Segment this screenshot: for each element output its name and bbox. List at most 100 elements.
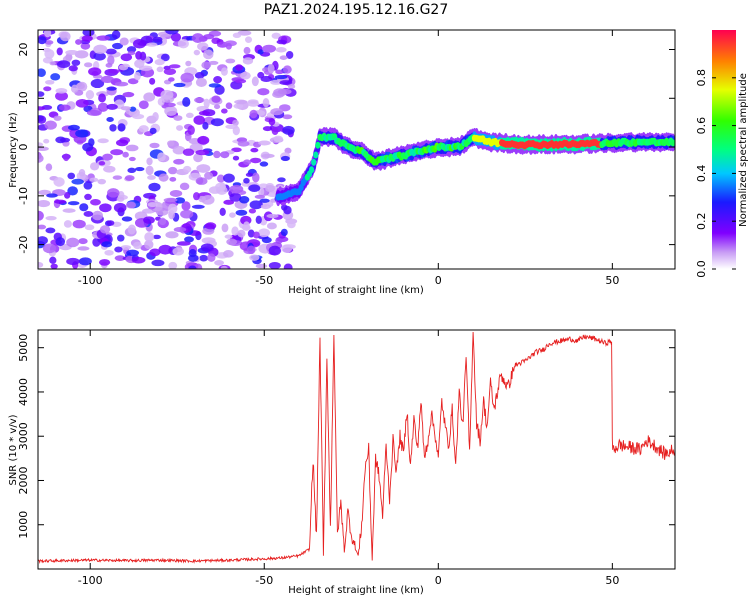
spectrogram-noise-blob: [62, 208, 76, 213]
spectrogram-noise-blob: [251, 76, 259, 87]
spectrogram-noise-blob: [65, 49, 79, 55]
spectrogram-noise-blob: [126, 46, 137, 53]
spectrogram-noise-blob: [107, 55, 115, 66]
spectrogram-noise-blob: [88, 67, 102, 76]
spectrogram-noise-blob: [180, 72, 195, 83]
spectrogram-noise-blob: [134, 71, 141, 81]
spectrogram-ridge-cell: [670, 139, 675, 147]
spectrogram-noise-blob: [270, 108, 284, 116]
spectrogram-noise-blob: [163, 197, 178, 203]
spectrogram-noise-blob: [280, 155, 290, 162]
spectrogram-noise-blob: [84, 193, 92, 201]
spectrogram-x-label: Height of straight line (km): [288, 285, 424, 296]
spectrogram-noise-blob: [234, 99, 248, 105]
spectrogram-noise-blob: [258, 140, 271, 146]
spectrogram-noise-blob: [243, 221, 250, 230]
spectrogram-noise-blob: [120, 53, 133, 62]
spectrogram-noise-blob: [249, 109, 258, 119]
spectrogram-noise-blob: [104, 249, 114, 256]
spectrogram-noise-blob: [271, 127, 279, 136]
y-tick-label: 20: [17, 43, 30, 57]
y-tick-label: 0: [17, 144, 30, 151]
spectrogram-noise-blob: [158, 173, 169, 182]
spectrogram-noise-blob: [244, 36, 253, 43]
spectrogram-noise-blob: [167, 140, 175, 147]
spectrogram-noise-blob: [66, 237, 80, 248]
spectrogram-noise-blob: [207, 253, 216, 262]
spectrogram-noise-blob: [182, 148, 195, 156]
spectrogram-noise-blob: [79, 203, 89, 212]
spectrogram-noise-blob: [268, 118, 276, 126]
spectrogram-noise-blob: [194, 97, 205, 103]
x-tick-label: -100: [78, 274, 103, 287]
spectrogram-noise-blob: [89, 177, 99, 182]
spectrogram-noise-blob: [115, 139, 129, 147]
spectrogram-noise-blob: [249, 157, 262, 164]
spectrogram-noise-blob: [259, 161, 269, 167]
spectrogram-noise-blob: [145, 165, 154, 176]
spectrogram-noise-blob: [177, 38, 189, 49]
spectrogram-noise-blob: [98, 161, 106, 166]
spectrogram-noise-blob: [173, 158, 185, 165]
spectrogram-noise-blob: [38, 210, 44, 221]
spectrogram-noise-blob: [193, 49, 201, 56]
spectrogram-noise-blob: [231, 147, 242, 153]
spectrogram-noise-blob: [38, 36, 47, 45]
spectrogram-noise-blob: [118, 64, 129, 71]
spectrogram-ridge-cell: [313, 151, 319, 159]
chart-title: PAZ1.2024.195.12.16.G27: [264, 2, 449, 18]
y-tick-label: -20: [17, 236, 30, 254]
spectrogram-noise-blob: [38, 236, 48, 245]
spectrogram-noise-blob: [240, 71, 251, 80]
spectrogram-noise-blob: [129, 106, 137, 112]
spectrogram-noise-blob: [78, 169, 86, 177]
spectrogram-noise-blob: [216, 174, 225, 183]
spectrogram-noise-blob: [102, 153, 113, 161]
x-tick-label: -50: [255, 574, 273, 587]
spectrogram-noise-blob: [82, 30, 95, 37]
spectrogram-noise-blob: [281, 244, 293, 253]
spectrogram-noise-blob: [193, 153, 203, 163]
spectrogram-noise-blob: [113, 202, 127, 213]
spectrogram-noise-blob: [45, 163, 53, 171]
spectrogram-noise-blob: [58, 104, 71, 111]
spectrogram-noise-blob: [252, 172, 260, 183]
spectrogram-noise-blob: [55, 88, 68, 94]
spectrogram-noise-blob: [120, 106, 132, 111]
spectrogram-noise-blob: [195, 177, 208, 185]
y-tick-label: 4000: [17, 378, 30, 406]
spectrogram-noise-blob: [163, 68, 177, 75]
spectrogram-noise-blob: [55, 91, 68, 101]
spectrogram-noise-blob: [109, 124, 117, 132]
spectrogram-noise-blob: [106, 103, 118, 110]
spectrogram-noise-blob: [50, 73, 61, 81]
spectrogram-noise-blob: [173, 82, 186, 88]
spectrogram-noise-blob: [169, 176, 177, 182]
spectrogram-noise-blob: [90, 78, 105, 89]
spectrogram-noise-blob: [185, 60, 192, 67]
spectrogram-noise-blob: [42, 47, 51, 53]
spectrogram-noise-blob: [117, 234, 125, 242]
y-tick-label: 10: [17, 91, 30, 105]
spectrogram-noise-blob: [243, 159, 252, 165]
spectrogram-noise-blob: [213, 76, 222, 84]
colorbar-tick-label: 0.0: [695, 260, 708, 278]
spectrogram-noise-blob: [168, 64, 181, 69]
spectrogram-noise-blob: [124, 175, 135, 181]
spectrogram-noise-blob: [266, 213, 279, 219]
spectrogram-noise-blob: [106, 117, 114, 122]
spectrogram-noise-blob: [187, 254, 199, 262]
spectrogram-noise-blob: [97, 138, 109, 144]
spectrogram-noise-blob: [122, 91, 135, 98]
spectrogram-noise-blob: [71, 178, 84, 185]
spectrogram-noise-blob: [274, 74, 288, 80]
spectrogram-noise-blob: [138, 100, 149, 110]
spectrogram-noise-blob: [188, 265, 197, 269]
spectrogram-noise-blob: [168, 261, 178, 269]
spectrogram-noise-blob: [211, 95, 221, 103]
spectrogram-noise-blob: [59, 137, 71, 143]
spectrogram-noise-blob: [262, 44, 277, 53]
spectrogram-noise-blob: [101, 241, 113, 248]
spectrogram-noise-blob: [125, 201, 137, 209]
